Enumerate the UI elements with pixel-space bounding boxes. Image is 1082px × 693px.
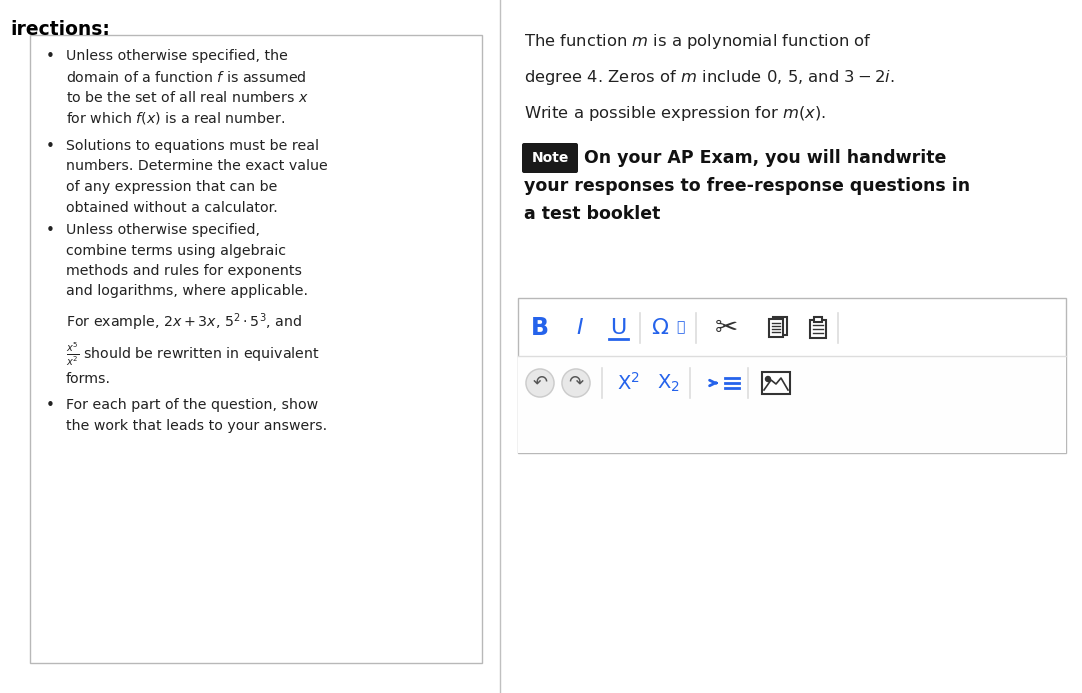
Text: On your AP Exam, you will handwrite: On your AP Exam, you will handwrite bbox=[584, 149, 947, 167]
FancyBboxPatch shape bbox=[814, 317, 822, 322]
Text: and logarithms, where applicable.: and logarithms, where applicable. bbox=[66, 285, 308, 299]
Text: ↶: ↶ bbox=[532, 374, 547, 392]
Text: ✂: ✂ bbox=[714, 314, 738, 342]
Text: •: • bbox=[47, 398, 55, 414]
Text: Note: Note bbox=[531, 151, 569, 165]
Text: For example, $2x + 3x$, $5^2 \cdot 5^3$, and: For example, $2x + 3x$, $5^2 \cdot 5^3$,… bbox=[66, 311, 302, 333]
Text: domain of a function $f$ is assumed: domain of a function $f$ is assumed bbox=[66, 69, 306, 85]
Text: combine terms using algebraic: combine terms using algebraic bbox=[66, 243, 286, 258]
Text: Unless otherwise specified,: Unless otherwise specified, bbox=[66, 223, 260, 237]
FancyBboxPatch shape bbox=[773, 317, 787, 335]
FancyBboxPatch shape bbox=[30, 35, 481, 663]
Text: The function $m$ is a polynomial function of: The function $m$ is a polynomial functio… bbox=[524, 32, 872, 51]
Text: degree 4. Zeros of $m$ include 0, 5, and $3-2i$.: degree 4. Zeros of $m$ include 0, 5, and… bbox=[524, 68, 895, 87]
Text: $\frac{x^5}{x^2}$ should be rewritten in equivalent: $\frac{x^5}{x^2}$ should be rewritten in… bbox=[66, 342, 319, 368]
FancyBboxPatch shape bbox=[518, 298, 1066, 453]
FancyBboxPatch shape bbox=[769, 319, 783, 337]
Text: your responses to free-response questions in: your responses to free-response question… bbox=[524, 177, 971, 195]
Text: Write a possible expression for $m(x)$.: Write a possible expression for $m(x)$. bbox=[524, 104, 827, 123]
Text: B: B bbox=[531, 316, 549, 340]
FancyBboxPatch shape bbox=[522, 143, 578, 173]
Text: obtained without a calculator.: obtained without a calculator. bbox=[66, 200, 278, 215]
Text: ⌵: ⌵ bbox=[676, 320, 684, 334]
Text: irections:: irections: bbox=[10, 20, 110, 39]
Text: •: • bbox=[47, 223, 55, 238]
Text: for which $f(x)$ is a real number.: for which $f(x)$ is a real number. bbox=[66, 110, 285, 127]
Text: Unless otherwise specified, the: Unless otherwise specified, the bbox=[66, 49, 288, 63]
Circle shape bbox=[765, 376, 770, 382]
FancyBboxPatch shape bbox=[518, 356, 1066, 453]
Circle shape bbox=[562, 369, 590, 397]
Text: $\mathregular{X}_2$: $\mathregular{X}_2$ bbox=[657, 372, 679, 394]
Text: Solutions to equations must be real: Solutions to equations must be real bbox=[66, 139, 319, 153]
Text: forms.: forms. bbox=[66, 372, 111, 386]
Text: $\mathregular{X}^2$: $\mathregular{X}^2$ bbox=[617, 372, 639, 394]
Text: to be the set of all real numbers $x$: to be the set of all real numbers $x$ bbox=[66, 90, 308, 105]
FancyBboxPatch shape bbox=[762, 372, 790, 394]
Circle shape bbox=[526, 369, 554, 397]
Text: •: • bbox=[47, 139, 55, 154]
Text: For each part of the question, show: For each part of the question, show bbox=[66, 398, 318, 412]
Text: the work that leads to your answers.: the work that leads to your answers. bbox=[66, 419, 327, 433]
Text: ↷: ↷ bbox=[568, 374, 583, 392]
Text: of any expression that can be: of any expression that can be bbox=[66, 180, 277, 194]
Text: numbers. Determine the exact value: numbers. Determine the exact value bbox=[66, 159, 328, 173]
Text: U: U bbox=[610, 318, 626, 338]
Text: a test booklet: a test booklet bbox=[524, 205, 660, 223]
Text: •: • bbox=[47, 49, 55, 64]
Text: methods and rules for exponents: methods and rules for exponents bbox=[66, 264, 302, 278]
Text: Ω: Ω bbox=[651, 318, 669, 338]
FancyBboxPatch shape bbox=[810, 320, 826, 338]
Text: $\mathit{I}$: $\mathit{I}$ bbox=[576, 318, 584, 338]
